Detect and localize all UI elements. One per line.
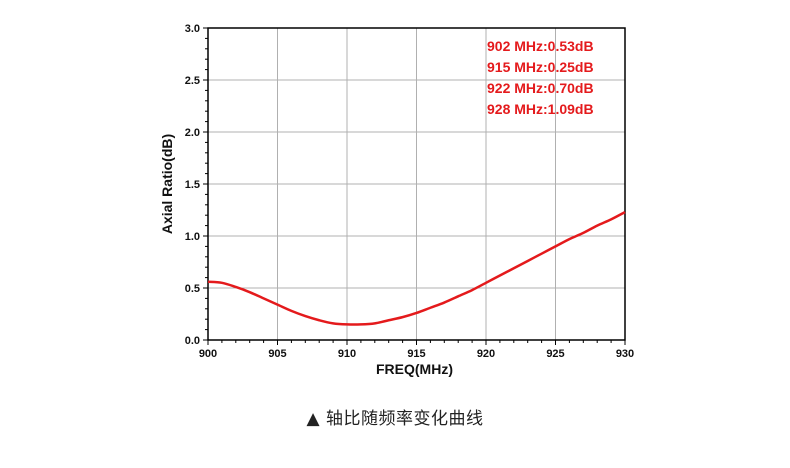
annotations: 902 MHz:0.53dB 915 MHz:0.25dB 922 MHz:0.70… xyxy=(487,38,594,117)
axial-ratio-line xyxy=(207,210,626,326)
annotation-label: 915 MHz:0.25dB xyxy=(487,59,594,75)
y-tick-label: 3.0 xyxy=(185,23,200,35)
x-tick-label: 930 xyxy=(616,348,634,360)
y-tick-label: 0.5 xyxy=(185,283,200,295)
x-tick-label: 905 xyxy=(268,348,286,360)
y-tick-label: 2.5 xyxy=(185,75,200,87)
y-tick-label: 2.0 xyxy=(185,127,200,139)
y-tick-labels: 0.0 0.5 1.0 1.5 2.0 2.5 3.0 xyxy=(185,23,200,347)
x-tick-label: 925 xyxy=(546,348,564,360)
y-axis-title: Axial Ratio(dB) xyxy=(159,134,175,234)
x-tick-label: 920 xyxy=(477,348,495,360)
annotation-label: 902 MHz:0.53dB xyxy=(487,38,594,54)
axial-ratio-chart: 900 905 910 915 920 925 930 0.0 0.5 1.0 1.5 2.0 2.5… xyxy=(159,23,634,377)
series-layer xyxy=(207,210,626,326)
x-tick-label: 910 xyxy=(338,348,356,360)
plot-frame xyxy=(207,27,626,341)
y-tick-label: 1.0 xyxy=(185,231,200,243)
x-tick-label: 915 xyxy=(407,348,425,360)
y-tick-label: 0.0 xyxy=(185,335,200,347)
grid xyxy=(208,28,625,340)
annotation-label: 928 MHz:1.09dB xyxy=(487,101,594,117)
x-axis-title: FREQ(MHz) xyxy=(376,361,453,377)
figure-caption: ▲ 轴比随频率变化曲线 xyxy=(306,409,484,429)
x-tick-labels: 900 905 910 915 920 925 930 xyxy=(199,348,634,360)
ticks xyxy=(203,27,626,345)
x-tick-label: 900 xyxy=(199,348,217,360)
y-tick-label: 1.5 xyxy=(185,179,200,191)
annotation-label: 922 MHz:0.70dB xyxy=(487,80,594,96)
